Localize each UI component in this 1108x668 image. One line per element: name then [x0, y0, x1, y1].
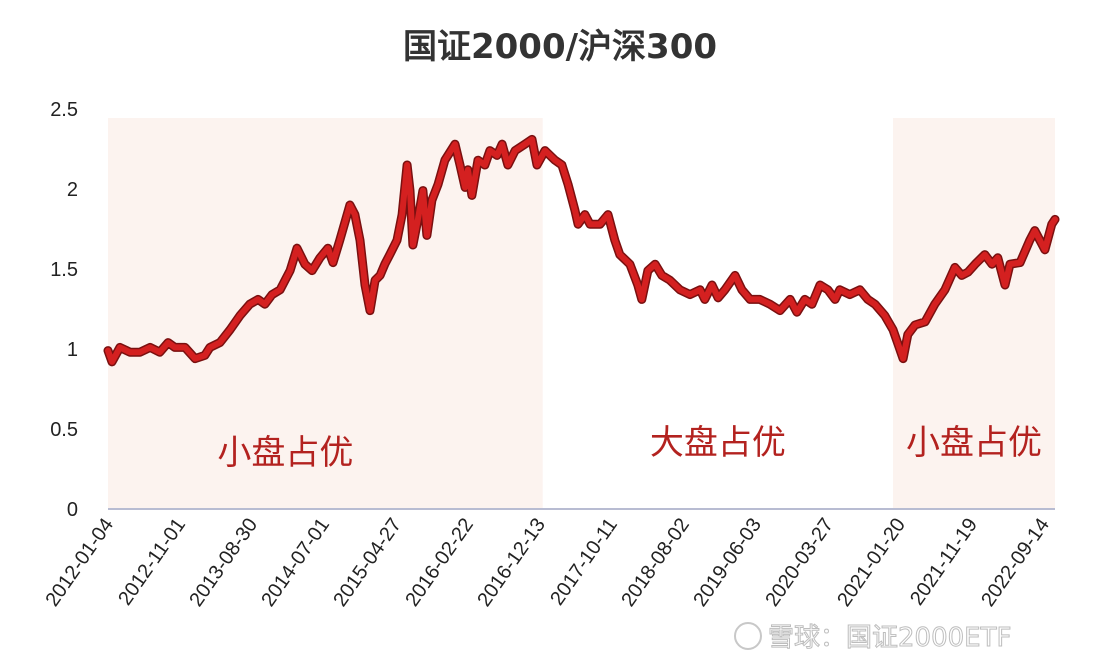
x-tick-label: 2017-10-11 — [546, 514, 622, 609]
y-axis: 0 0.5 1 1.5 2 2.5 — [50, 99, 78, 521]
x-axis: 2012-01-042012-11-012013-08-302014-07-01… — [41, 514, 1054, 610]
x-tick-label: 2019-06-03 — [689, 514, 766, 610]
snowball-logo-icon — [734, 622, 762, 650]
x-tick-label: 2012-01-04 — [41, 514, 118, 610]
x-tick-label: 2016-02-22 — [401, 514, 478, 610]
x-tick-label: 2018-08-02 — [617, 514, 694, 610]
region-label: 小盘占优 — [217, 433, 353, 473]
x-tick-label: 2021-11-19 — [906, 514, 982, 609]
watermark: 雪球：国证2000ETF — [734, 622, 1012, 654]
x-tick-label: 2020-03-27 — [761, 514, 838, 610]
y-tick-label: 0.5 — [50, 419, 78, 441]
x-tick-label: 2021-01-20 — [833, 514, 910, 610]
region-background — [893, 118, 1055, 509]
x-tick-label: 2013-08-30 — [185, 514, 262, 610]
y-tick-label: 0 — [67, 499, 78, 521]
y-tick-label: 2 — [67, 179, 78, 201]
x-tick-label: 2015-04-27 — [329, 514, 406, 610]
series-line — [105, 136, 1058, 365]
x-tick-label: 2022-09-14 — [977, 514, 1054, 610]
y-tick-label: 1 — [67, 339, 78, 361]
region-labels: 小盘占优 大盘占优 小盘占优 — [217, 423, 1042, 473]
region-label: 大盘占优 — [650, 423, 786, 463]
chart-title: 国证2000/沪深300 — [403, 27, 717, 67]
x-tick-label: 2016-12-13 — [473, 514, 550, 610]
y-tick-label: 2.5 — [50, 99, 78, 121]
region-label: 小盘占优 — [906, 423, 1042, 463]
y-tick-label: 1.5 — [50, 259, 78, 281]
watermark-text: 雪球：国证2000ETF — [768, 623, 1011, 653]
x-tick-label: 2014-07-01 — [257, 514, 334, 610]
x-tick-label: 2012-11-01 — [114, 514, 190, 609]
region-background — [542, 118, 894, 509]
